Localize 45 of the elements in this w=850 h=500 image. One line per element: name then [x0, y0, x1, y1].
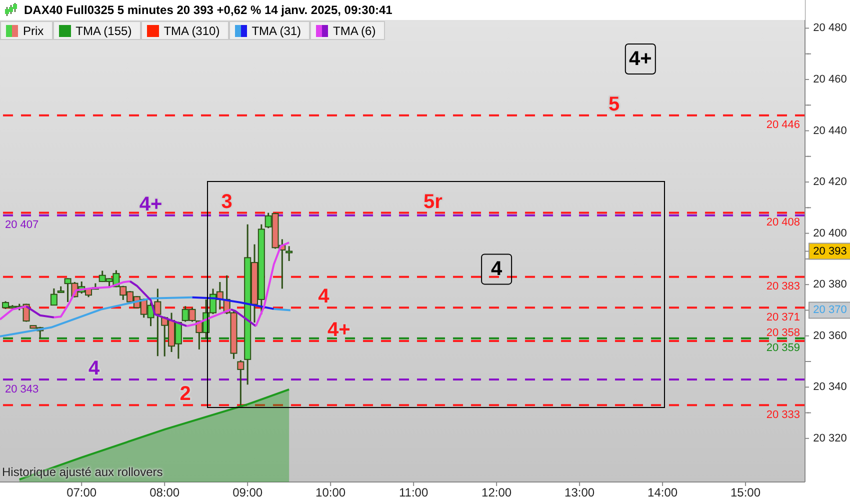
chart-title: DAX40 Full0325 5 minutes 20 393 +0,62 % 14 janv. 2025, 09:30:41 — [24, 3, 392, 17]
legend-label: TMA (31) — [252, 24, 302, 38]
x-tick-label: 10:00 — [316, 486, 346, 500]
annotation: 4+ — [629, 48, 652, 70]
legend-label: Prix — [23, 24, 44, 38]
x-tick-label: 07:00 — [66, 486, 97, 500]
legend-label: TMA (155) — [76, 24, 132, 38]
x-tick-label: 12:00 — [482, 486, 512, 500]
x-tick-label: 08:00 — [150, 486, 180, 500]
legend-label: TMA (6) — [333, 24, 376, 38]
ref-line-label: 20 371 — [766, 311, 800, 324]
ref-line-label: 20 383 — [766, 280, 800, 293]
x-tick-label: 13:00 — [564, 486, 595, 500]
y-tick-label: 20 400 — [813, 227, 847, 240]
annotation: 5r — [423, 190, 443, 213]
annotation: 4 — [88, 357, 100, 380]
annotation: 4 — [318, 286, 330, 308]
ref-line-label: 20 359 — [766, 342, 800, 354]
y-tick-label: 20 480 — [813, 22, 847, 34]
annotation: 4+ — [327, 318, 350, 341]
ref-line-label: 20 333 — [766, 408, 800, 421]
y-tick-label: 20 380 — [813, 278, 847, 291]
y-tick-label: 20 460 — [813, 73, 847, 86]
ref-line-label: 20 408 — [766, 216, 800, 229]
y-tick-label: 20 320 — [813, 432, 847, 444]
y-tick-label: 20 420 — [813, 176, 847, 188]
legend-label: TMA (310) — [164, 24, 220, 38]
y-tick-label: 20 440 — [813, 124, 847, 137]
annotation: 5 — [608, 93, 620, 116]
y-tick-label: 20 393 — [813, 245, 847, 258]
y-tick-label: 20 370 — [813, 304, 847, 316]
y-tick-label: 20 360 — [813, 330, 847, 342]
annotation: 3 — [221, 190, 232, 213]
annotation: 4+ — [139, 193, 162, 216]
x-tick-label: 15:00 — [730, 486, 761, 500]
x-tick-label: 09:00 — [232, 486, 263, 500]
y-tick-label: 20 340 — [813, 381, 847, 394]
ref-line-label: 20 446 — [766, 119, 800, 132]
annotation: 2 — [180, 383, 191, 406]
x-tick-label: 11:00 — [398, 486, 428, 500]
x-tick-label: 14:00 — [648, 486, 678, 500]
annotation: 4 — [490, 258, 503, 280]
ref-line-label: 20 343 — [5, 383, 39, 396]
ref-line-label: 20 407 — [5, 219, 39, 232]
ref-line-label: 20 358 — [766, 326, 800, 339]
